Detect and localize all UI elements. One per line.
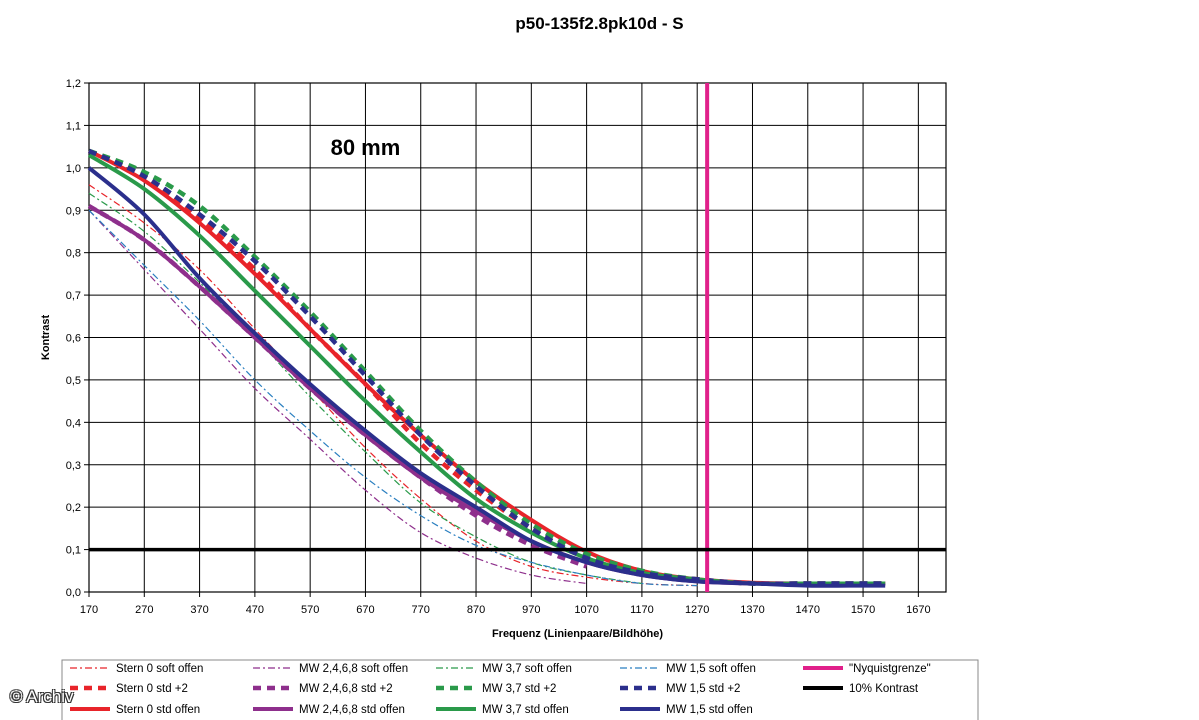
y-tick-label: 0,8: [66, 248, 81, 260]
x-tick-label: 670: [356, 604, 374, 616]
y-tick-label: 0,2: [66, 502, 81, 514]
series-line-6: [88, 192, 642, 585]
series-line-7: [88, 148, 886, 587]
x-tick-label: 1170: [630, 604, 654, 616]
y-tick-label: 0,6: [66, 333, 81, 345]
x-tick-label: 1570: [851, 604, 875, 616]
focal-length-annotation: 80 mm: [331, 135, 401, 160]
legend-label: MW 3,7 soft offen: [482, 663, 572, 675]
x-tick-label: 1670: [906, 604, 930, 616]
x-tick-label: 1370: [740, 604, 764, 616]
x-tick-label: 170: [80, 604, 98, 616]
x-tick-label: 870: [467, 604, 485, 616]
series-line-11: [87, 166, 886, 588]
x-tick-label: 370: [190, 604, 208, 616]
x-tick-label: 1270: [685, 604, 709, 616]
y-tick-label: 0,7: [66, 290, 81, 302]
y-tick-label: 0,3: [66, 460, 81, 472]
legend-label: 10% Kontrast: [849, 683, 919, 695]
y-tick-label: 0,1: [66, 545, 81, 557]
legend-label: Stern 0 soft offen: [116, 663, 203, 675]
y-tick-label: 0,5: [66, 375, 81, 387]
series-line-3: [88, 209, 587, 585]
y-tick-label: 0,9: [66, 205, 81, 217]
y-tick-label: 1,0: [66, 163, 81, 175]
series-line-10: [88, 148, 886, 587]
legend-label: MW 2,4,6,8 std offen: [299, 704, 405, 716]
y-axis-label: Kontrast: [40, 315, 52, 361]
x-tick-label: 1070: [574, 604, 598, 616]
x-tick-label: 470: [246, 604, 264, 616]
x-tick-label: 270: [135, 604, 153, 616]
x-tick-label: 770: [412, 604, 430, 616]
legend-label: MW 3,7 std +2: [482, 683, 556, 695]
legend-label: MW 1,5 soft offen: [666, 663, 756, 675]
legend-label: MW 2,4,6,8 std +2: [299, 683, 393, 695]
x-axis-label: Frequenz (Linienpaare/Bildhöhe): [492, 628, 663, 640]
series-line-9: [88, 209, 698, 587]
y-tick-label: 0,4: [66, 417, 81, 429]
chart-title: p50-135f2.8pk10d - S: [515, 14, 684, 33]
archive-watermark: © Archiv: [10, 687, 74, 706]
y-tick-label: 0,0: [66, 587, 81, 599]
y-tick-label: 1,1: [66, 120, 81, 132]
x-tick-label: 970: [522, 604, 540, 616]
series-line-4: [87, 204, 588, 569]
x-tick-label: 570: [301, 604, 319, 616]
legend-label: MW 1,5 std offen: [666, 704, 753, 716]
legend-label: "Nyquistgrenze": [849, 663, 931, 675]
x-tick-label: 1470: [796, 604, 820, 616]
series-line-0: [88, 184, 698, 587]
series-line-1: [88, 148, 886, 587]
legend-label: Stern 0 std offen: [116, 704, 200, 716]
y-tick-label: 1,2: [66, 78, 81, 90]
legend-label: Stern 0 std +2: [116, 683, 188, 695]
legend-label: MW 1,5 std +2: [666, 683, 740, 695]
legend-label: MW 3,7 std offen: [482, 704, 569, 716]
legend-label: MW 2,4,6,8 soft offen: [299, 663, 408, 675]
